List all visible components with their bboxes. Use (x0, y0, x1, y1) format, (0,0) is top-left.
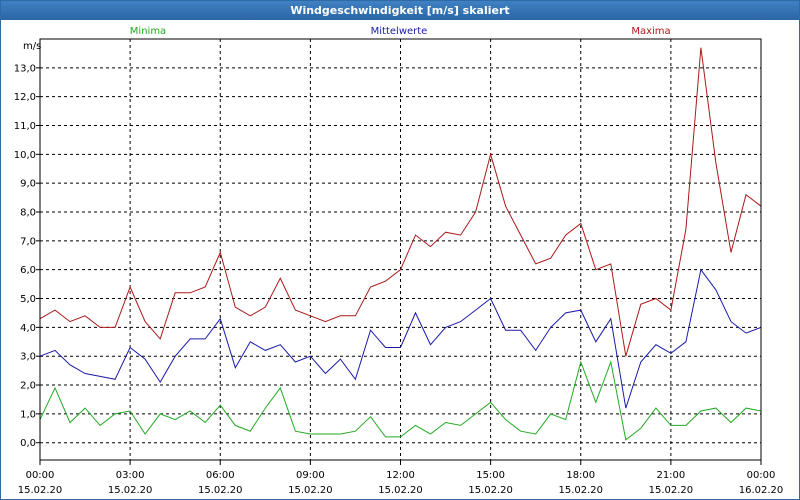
y-tick-label: 8,0 (20, 208, 36, 219)
y-tick-label: 10,0 (14, 150, 36, 161)
x-tick-time: 12:00 (386, 470, 415, 481)
y-tick-label: 11,0 (14, 121, 36, 132)
x-tick-date: 15.02.20 (558, 485, 603, 496)
x-tick-time: 06:00 (206, 470, 235, 481)
y-tick-label: 9,0 (20, 179, 36, 190)
y-tick-label: 5,0 (20, 294, 36, 305)
x-tick-time: 15:00 (476, 470, 505, 481)
x-axis: 00:00 15.02.20 03:00 15.02.20 06:00 15.02.20 0… (18, 460, 784, 496)
series-line-minima (39, 360, 762, 441)
legend-entry-mittelwerte: Mittelwerte (371, 26, 428, 37)
x-tick-date: 15.02.20 (649, 485, 694, 496)
x-tick-date: 15.02.20 (378, 485, 423, 496)
legend-entry-minima: Minima (130, 26, 166, 37)
x-tick-date: 15.02.20 (18, 485, 63, 496)
y-tick-label: 2,0 (20, 381, 36, 392)
x-tick-time: 09:00 (296, 470, 325, 481)
x-tick-date: 15.02.20 (468, 485, 513, 496)
y-tick-label: 6,0 (20, 265, 36, 276)
x-tick-date: 15.02.20 (288, 485, 333, 496)
y-tick-label: 0,0 (20, 438, 36, 449)
series-line-mittelwerte (39, 268, 762, 409)
series-group (39, 47, 762, 441)
y-tick-label: 13,0 (14, 63, 36, 74)
x-tick-time: 21:00 (656, 470, 685, 481)
legend-entry-maxima: Maxima (631, 26, 670, 37)
y-axis-label: m/s (23, 41, 41, 52)
x-tick-time: 18:00 (566, 470, 595, 481)
window-title: Windgeschwindigkeit [m/s] skaliert (1, 1, 799, 20)
series-line-maxima (39, 47, 762, 357)
x-tick-date: 16.02.20 (739, 485, 784, 496)
y-axis: 0,0 1,0 2,0 3,0 4,0 5,0 6,0 7,0 8,0 9,0 10,0 11,0 12… (14, 63, 40, 449)
x-tick-date: 15.02.20 (198, 485, 243, 496)
y-tick-label: 4,0 (20, 323, 36, 334)
legend: Minima Mittelwerte Maxima (130, 26, 671, 37)
y-tick-label: 1,0 (20, 409, 36, 420)
x-tick-time: 00:00 (747, 470, 776, 481)
x-tick-time: 00:00 (26, 470, 55, 481)
y-tick-label: 12,0 (14, 92, 36, 103)
y-tick-label: 3,0 (20, 352, 36, 363)
x-tick-time: 03:00 (116, 470, 145, 481)
grid (40, 39, 761, 460)
y-tick-label: 7,0 (20, 236, 36, 247)
x-tick-date: 15.02.20 (108, 485, 153, 496)
